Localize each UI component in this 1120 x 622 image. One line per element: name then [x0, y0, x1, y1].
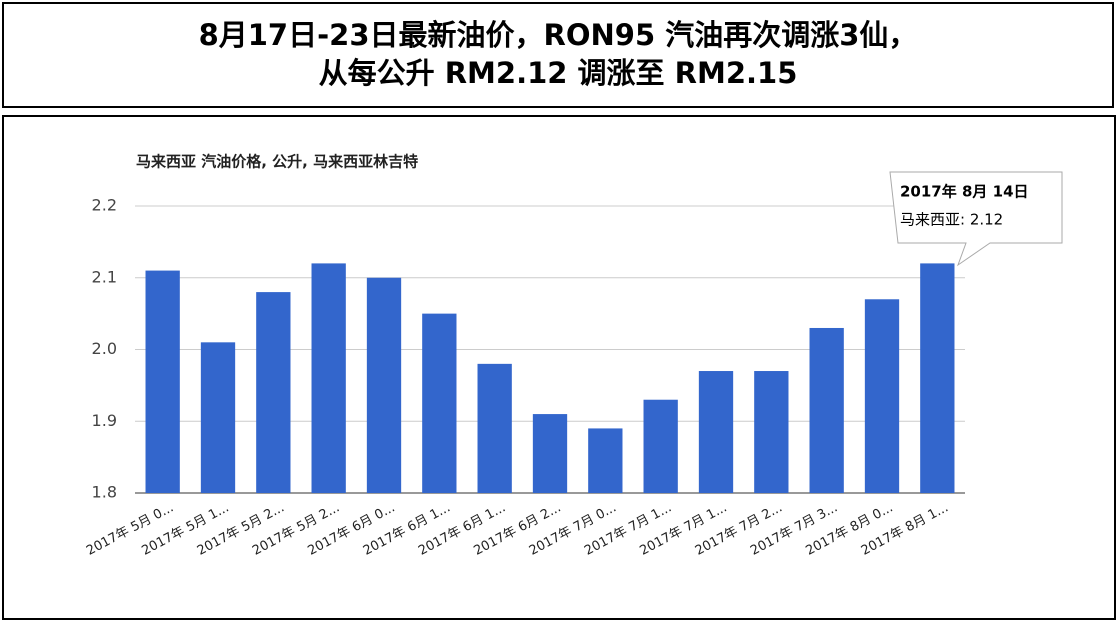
y-tick-label: 2.0: [92, 339, 117, 358]
bar: [809, 327, 844, 493]
tooltip-text: 马来西亚: 2.12: [900, 211, 1003, 229]
tooltip-box: [889, 171, 1063, 267]
bar: [366, 277, 402, 493]
bar: [643, 399, 678, 493]
chart-frame: [2, 115, 1116, 620]
bar: [477, 363, 512, 493]
bar: [311, 263, 346, 493]
header: 8月17日-23日最新油价，RON95 汽油再次调涨3仙， 从每公升 RM2.1…: [2, 2, 1114, 108]
header-line: 从每公升 RM2.12 调涨至 RM2.15: [318, 56, 798, 90]
header-line: 8月17日-23日最新油价，RON95 汽油再次调涨3仙，: [198, 18, 918, 52]
y-tick-label: 1.8: [92, 483, 117, 502]
chart-title: 马来西亚 汽油价格, 公升, 马来西亚林吉特: [136, 153, 418, 171]
y-tick-label: 2.2: [92, 196, 117, 215]
y-tick-label: 2.1: [92, 267, 117, 286]
bar: [754, 371, 789, 493]
bar: [588, 428, 623, 493]
bar: [864, 299, 900, 493]
bar: [920, 263, 955, 493]
y-tick-label: 1.9: [92, 411, 117, 430]
tooltip-date: 2017年 8月 14日: [900, 183, 1029, 201]
bar: [422, 313, 457, 493]
bar: [200, 342, 236, 493]
bar: [256, 292, 291, 493]
bar: [145, 270, 180, 493]
bar: [532, 414, 568, 493]
bar: [698, 371, 734, 493]
